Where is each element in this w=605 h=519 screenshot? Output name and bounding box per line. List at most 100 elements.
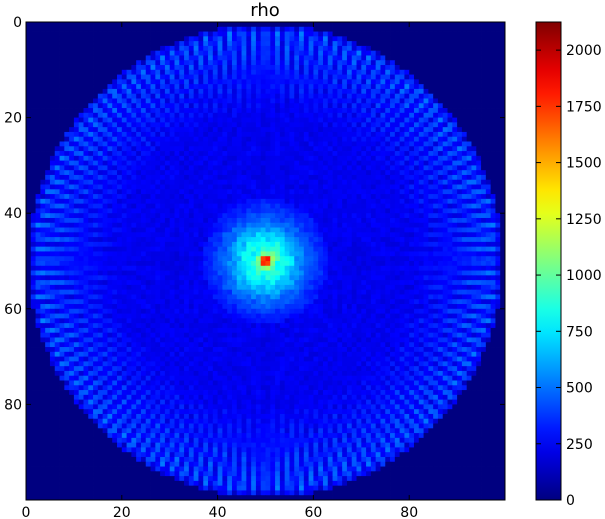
heatmap-cell [385,165,391,171]
heatmap-cell [337,213,343,219]
heatmap-cell [485,55,492,61]
heatmap-cell [107,122,113,128]
heatmap-cell [174,151,180,157]
heatmap-cell [26,222,32,228]
heatmap-cell [150,26,156,32]
heatmap-cell [270,146,276,152]
heatmap-cell [471,117,477,123]
heatmap-cell [437,194,444,200]
heatmap-cell [241,131,247,138]
heatmap-cell [169,179,175,185]
heatmap-cell [203,69,209,75]
heatmap-cell [117,198,123,205]
heatmap-cell [231,160,238,166]
heatmap-cell [318,60,324,66]
heatmap-cell [246,155,252,162]
heatmap-cell [260,189,266,195]
heatmap-cell [64,179,70,185]
heatmap-cell [102,184,108,190]
heatmap-cell [203,251,209,257]
heatmap-cell [88,60,94,66]
heatmap-cell [227,26,233,32]
heatmap-cell [457,74,463,80]
heatmap-cell [332,41,338,47]
heatmap-cell [83,198,89,205]
heatmap-cell [318,69,324,75]
heatmap-cell [73,141,80,147]
heatmap-cell [370,93,377,99]
heatmap-cell [404,122,410,128]
heatmap-cell [413,232,420,238]
heatmap-cell [404,160,410,166]
heatmap-cell [351,237,357,243]
heatmap-cell [236,31,242,37]
heatmap-cell [452,246,458,252]
heatmap-cell [447,131,453,138]
heatmap-cell [294,84,300,90]
heatmap-cell [208,241,214,248]
heatmap-cell [447,108,453,114]
heatmap-cell [160,36,166,42]
heatmap-cell [366,203,372,209]
heatmap-cell [332,198,338,205]
heatmap-cell [102,26,108,32]
heatmap-cell [289,189,295,195]
heatmap-cell [500,122,505,128]
heatmap-cell [308,41,314,47]
heatmap-cell [437,36,444,42]
heatmap-cell [495,136,501,142]
heatmap-cell [184,241,190,248]
heatmap-cell [332,213,338,219]
heatmap-cell [418,198,424,205]
heatmap-cell [164,22,171,28]
heatmap-cell [390,213,396,219]
heatmap-cell [380,117,386,123]
heatmap-cell [294,60,300,66]
heatmap-cell [54,217,60,224]
heatmap-cell [275,222,281,228]
heatmap-cell [83,60,89,66]
heatmap-cell [346,213,353,219]
heatmap-cell [236,170,242,176]
heatmap-cell [399,117,405,123]
heatmap-cell [394,203,401,209]
heatmap-cell [145,108,151,114]
heatmap-cell [322,50,329,56]
heatmap-cell [394,246,401,252]
heatmap-cell [83,69,89,75]
heatmap-cell [361,246,367,252]
heatmap-cell [394,232,401,238]
heatmap-cell [275,217,281,224]
heatmap-cell [69,22,75,28]
heatmap-cell [270,227,276,233]
heatmap-cell [93,31,99,37]
heatmap-cell [337,50,343,56]
heatmap-cell [279,136,286,142]
heatmap-cell [322,189,329,195]
heatmap-cell [251,127,257,133]
heatmap-cell [150,136,156,142]
heatmap-cell [361,151,367,157]
heatmap-cell [126,198,132,205]
heatmap-cell [332,88,338,95]
heatmap-cell [93,165,99,171]
heatmap-cell [64,79,70,85]
heatmap-cell [356,127,362,133]
heatmap-cell [418,246,424,252]
heatmap-cell [188,184,195,190]
heatmap-cell [327,189,333,195]
heatmap-cell [54,36,60,42]
heatmap-cell [452,98,458,104]
heatmap-cell [294,146,300,152]
heatmap-cell [418,194,424,200]
heatmap-cell [198,217,204,224]
heatmap-cell [452,136,458,142]
heatmap-cell [385,136,391,142]
heatmap-cell [476,55,482,61]
heatmap-cell [366,246,372,252]
heatmap-cell [188,165,195,171]
heatmap-cell [246,170,252,176]
heatmap-cell [150,31,156,37]
heatmap-cell [241,36,247,42]
heatmap-cell [212,69,218,75]
